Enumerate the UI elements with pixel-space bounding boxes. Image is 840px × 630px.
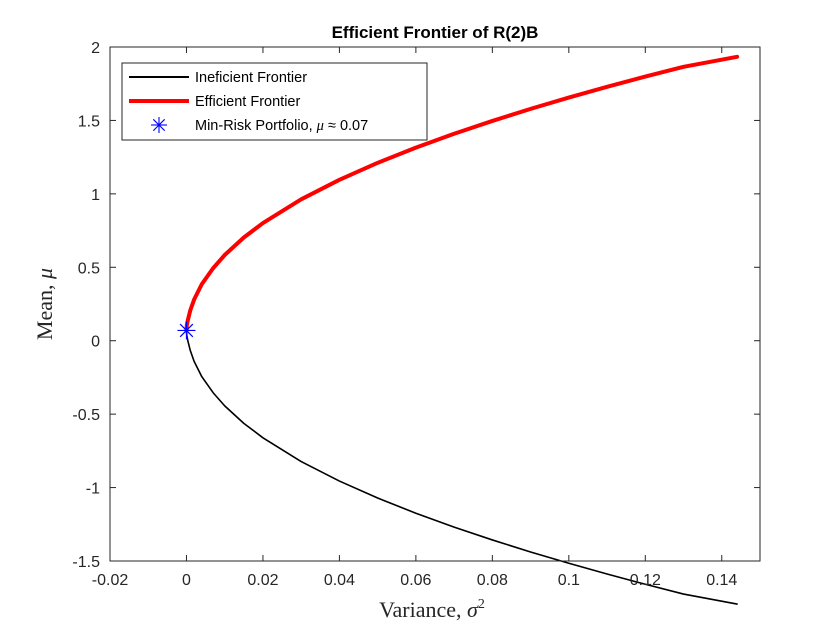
x-axis-label-superscript: 2 [478, 597, 485, 612]
y-axis-label: Mean, μ [32, 268, 57, 340]
series-line-efficient [184, 54, 740, 333]
y-tick-label: -1.5 [72, 554, 100, 571]
y-tick-label: 2 [91, 40, 100, 57]
legend-label-efficient: Efficient Frontier [195, 94, 300, 110]
y-tick-label: 1 [91, 187, 100, 204]
x-tick-label: 0.04 [324, 572, 355, 589]
x-tick-label: 0.12 [630, 572, 661, 589]
y-tick-label: -0.5 [72, 407, 100, 424]
x-tick-label: 0.1 [558, 572, 580, 589]
legend-marker-approx: ≈ 0.07 [324, 118, 368, 134]
x-tick-label: -0.02 [92, 572, 129, 589]
legend-swatch-marker [151, 117, 167, 133]
x-axis-label: Variance, σ2 [379, 597, 485, 622]
y-tick-label: 0.5 [78, 260, 100, 277]
series-layer [184, 54, 740, 605]
y-axis-label-text: Mean, [32, 279, 57, 340]
legend-label-inefficient: Ineficient Frontier [195, 70, 307, 86]
legend-label-marker: Min-Risk Portfolio, μ ≈ 0.07 [195, 118, 368, 134]
y-tick-label: 0 [91, 334, 100, 351]
x-axis-label-symbol: σ [467, 597, 479, 622]
min-risk-marker [177, 321, 196, 340]
x-tick-label: 0.06 [400, 572, 431, 589]
x-tick-label: 0.08 [477, 572, 508, 589]
axes-box [109, 46, 761, 562]
y-tick-label: 1.5 [78, 113, 100, 130]
series-line-inefficient [185, 329, 738, 605]
legend-marker-symbol: μ [316, 118, 324, 134]
x-tick-label: 0.02 [247, 572, 278, 589]
y-axis-ticks: -1.5 -1 -0.5 0 0.5 1 1.5 2 [72, 40, 760, 571]
y-axis-label-symbol: μ [32, 268, 57, 280]
x-axis-label-text: Variance, [379, 597, 467, 622]
legend-marker-text: Min-Risk Portfolio, [195, 118, 317, 134]
x-tick-label: 0 [182, 572, 191, 589]
legend: Ineficient Frontier Efficient Frontier M… [121, 62, 428, 141]
x-tick-label: 0.14 [706, 572, 737, 589]
y-tick-label: -1 [86, 481, 100, 498]
x-axis-ticks: -0.02 0 0.02 0.04 0.06 0.08 0.1 0.12 0.14 [92, 47, 737, 589]
marker-layer [177, 321, 196, 340]
chart-title: Efficient Frontier of R(2)B [332, 23, 539, 42]
